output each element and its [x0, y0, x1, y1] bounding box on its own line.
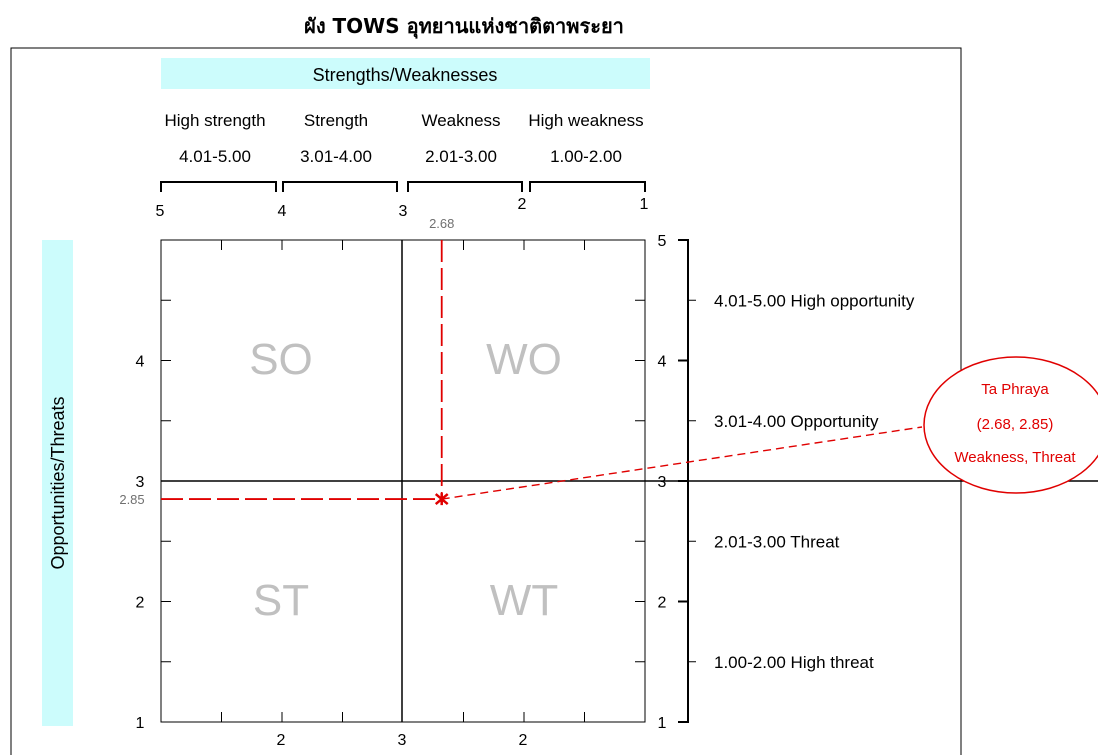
right-bracket [678, 600, 689, 723]
y-range-label: 1.00-2.00 High threat [714, 653, 874, 672]
point-y-label: 2.85 [119, 492, 144, 507]
callout-leader [441, 426, 923, 500]
top-tick-label: 3 [399, 203, 408, 220]
data-point [434, 493, 449, 506]
x-range-name: High weakness [528, 111, 643, 130]
right-tick-label: 1 [658, 715, 667, 732]
top-tick-label: 1 [640, 196, 649, 213]
top-tick-label: 4 [278, 203, 287, 220]
callout-ellipse [923, 356, 1098, 494]
top-bracket [529, 181, 646, 192]
right-tick-label: 4 [658, 354, 667, 371]
y-range-label: 4.01-5.00 High opportunity [714, 291, 915, 310]
bottom-tick-label: 2 [277, 732, 286, 749]
top-bracket [282, 181, 398, 192]
left-tick-label: 2 [136, 595, 145, 612]
right-tick-label: 3 [658, 474, 667, 491]
right-tick-label: 2 [658, 595, 667, 612]
top-scale: 5 4 3 2 1 [156, 181, 649, 220]
y-header-label: Opportunities/Threats [48, 396, 68, 569]
top-bracket [407, 181, 523, 192]
left-tick-label: 3 [136, 474, 145, 491]
data-points: 2.68 2.85 [119, 216, 923, 507]
x-range-name: Weakness [421, 111, 500, 130]
point-x-label: 2.68 [429, 216, 454, 231]
y-range-label: 2.01-3.00 Threat [714, 532, 840, 551]
x-range-value: 1.00-2.00 [550, 147, 622, 166]
plot-ticks: 1 2 3 4 2 3 2 [136, 240, 645, 749]
x-header-box [161, 58, 650, 89]
x-range-value: 3.01-4.00 [300, 147, 372, 166]
quadrant-wt: WT [490, 576, 558, 625]
callout-line-1: Ta Phraya [981, 381, 1049, 398]
point-callout: Ta Phraya (2.68, 2.85) Weakness, Threat [923, 356, 1098, 494]
right-bracket [678, 239, 689, 362]
quadrant-so: SO [249, 335, 313, 384]
right-bracket [678, 480, 689, 603]
x-range-name: Strength [304, 111, 368, 130]
top-bracket [160, 181, 277, 192]
x-header-label: Strengths/Weaknesses [313, 65, 498, 85]
y-range-label: 3.01-4.00 Opportunity [714, 412, 879, 431]
x-range-value: 4.01-5.00 [179, 147, 251, 166]
callout-line-2: (2.68, 2.85) [977, 416, 1054, 433]
top-tick-label: 2 [518, 196, 527, 213]
left-tick-label: 4 [136, 354, 145, 371]
right-scale: 4.01-5.00 High opportunity 3.01-4.00 Oppo… [658, 233, 915, 732]
bottom-tick-label: 2 [519, 732, 528, 749]
x-range-value: 2.01-3.00 [425, 147, 497, 166]
left-tick-label: 1 [136, 715, 145, 732]
quadrant-wo: WO [486, 335, 562, 384]
callout-line-3: Weakness, Threat [954, 449, 1076, 466]
right-tick-label: 5 [658, 233, 667, 250]
x-range-labels: High strength 4.01-5.00 Strength 3.01-4.00 W… [164, 111, 643, 166]
chart-title: ผัง TOWS อุทยานแห่งชาติตาพระยา [304, 14, 624, 39]
top-tick-label: 5 [156, 203, 165, 220]
bottom-tick-label: 3 [398, 732, 407, 749]
x-range-name: High strength [164, 111, 265, 130]
y-header-box [42, 240, 73, 726]
quadrant-st: ST [253, 576, 309, 625]
